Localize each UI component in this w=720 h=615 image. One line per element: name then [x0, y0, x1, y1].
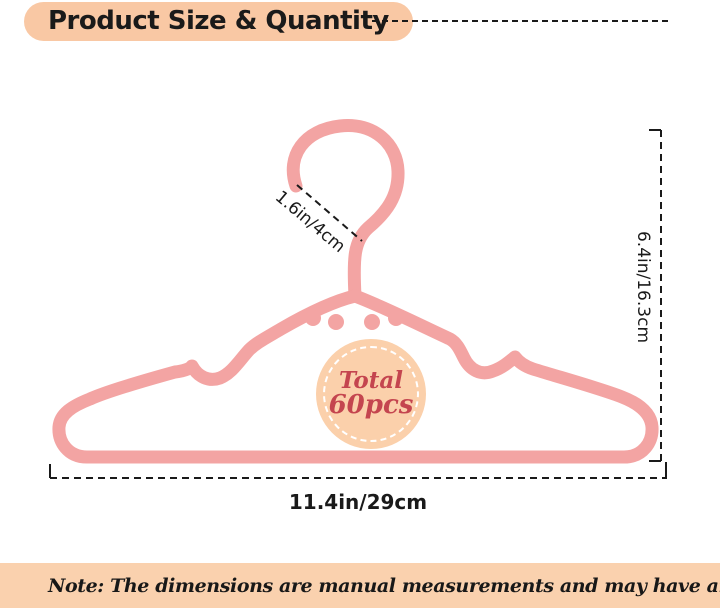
shoulder-scallop	[305, 310, 321, 326]
hanger-right-arm-shape	[333, 289, 659, 464]
title-dash-line	[372, 20, 668, 22]
badge-dashed-ring	[323, 346, 419, 442]
shoulder-scallop	[388, 310, 404, 326]
width-dimension-label: 11.4in/29cm	[288, 490, 428, 514]
note-text: Note: The dimensions are manual measurem…	[48, 574, 720, 597]
badge-total-label: Total	[338, 367, 404, 395]
shoulder-scallop	[328, 314, 344, 330]
hanger-hook-shape	[286, 119, 405, 303]
title-pill: Product Size & Quantity	[24, 2, 413, 41]
shoulder-scallop	[364, 314, 380, 330]
note-banner: Note: The dimensions are manual measurem…	[0, 563, 720, 608]
height-dimension-label: 6.4in/16.3cm	[633, 230, 653, 344]
hanger-left-arm-shape	[52, 289, 377, 464]
hook-dimension-line	[296, 184, 363, 242]
badge-quantity-label: 60pcs	[328, 390, 414, 421]
page-title: Product Size & Quantity	[48, 6, 389, 36]
quantity-badge: Total 60pcs	[316, 339, 426, 449]
